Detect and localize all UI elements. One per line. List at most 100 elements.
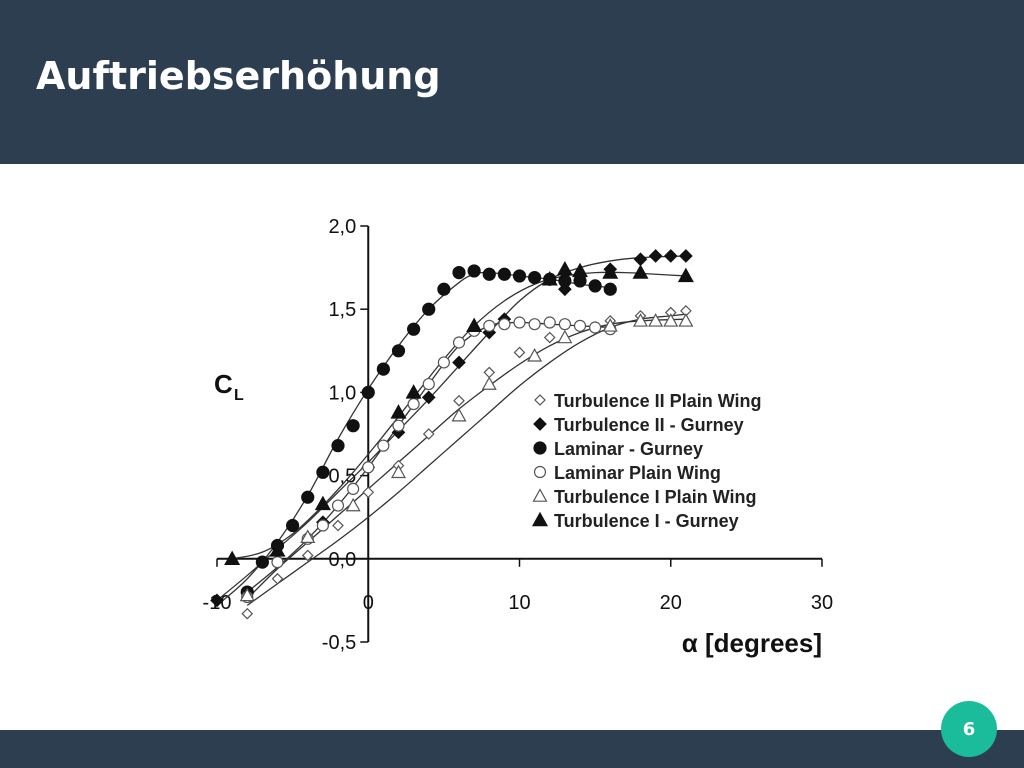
series-1-point <box>679 249 693 263</box>
series-2-point <box>528 270 542 285</box>
series-4-point <box>678 313 694 327</box>
series-4-point <box>239 587 255 602</box>
x-axis-label: α [degrees] <box>682 628 822 658</box>
x-tick-label: 30 <box>811 592 833 614</box>
series-2-point <box>467 264 481 278</box>
slide-header: Auftriebserhöhung <box>0 0 1024 164</box>
series-3-point <box>316 519 329 532</box>
series-2-point <box>331 439 345 453</box>
series-3-point <box>558 318 571 331</box>
series-1-point <box>421 390 436 405</box>
series-4-point <box>602 318 618 332</box>
series-0-point <box>513 346 526 359</box>
series-2-point <box>588 279 602 293</box>
series-4-point <box>390 464 407 479</box>
series-3-point <box>498 318 511 331</box>
legend-entry: Laminar Plain Wing <box>554 463 721 483</box>
series-3-point <box>331 499 345 512</box>
series-5-point <box>466 317 483 333</box>
series-3-point <box>347 482 360 496</box>
series-0-point <box>362 486 375 499</box>
y-tick-label: 0,0 <box>328 549 356 571</box>
series-4-point <box>632 313 649 327</box>
x-tick-label: 0 <box>363 592 374 614</box>
series-2-point <box>391 344 406 358</box>
series-0-point <box>332 519 344 532</box>
legend-marker <box>533 417 547 431</box>
legend-marker <box>533 441 547 455</box>
series-3-point <box>483 319 496 332</box>
legend-entry: Turbulence I - Gurney <box>554 511 739 531</box>
y-tick-label: 1,0 <box>328 382 356 404</box>
series-3-point <box>543 316 556 329</box>
series-3-point <box>573 319 587 332</box>
series-4-point <box>663 313 679 327</box>
series-0-point <box>422 428 435 440</box>
series-0-point <box>543 331 556 344</box>
legend-entry: Laminar - Gurney <box>554 439 703 459</box>
series-3-point <box>513 316 526 329</box>
series-0-point <box>483 366 496 379</box>
series-5-point <box>632 264 649 279</box>
series-3-point <box>437 356 450 369</box>
lift-coefficient-chart: -0,50,00,51,01,52,0-100102030CLα [degree… <box>182 200 844 668</box>
y-tick-label: 1,5 <box>328 299 356 321</box>
series-2-point <box>558 274 572 288</box>
y-axis-label-subscript: L <box>234 387 244 404</box>
series-2-point <box>376 362 390 376</box>
legend-marker <box>534 394 546 406</box>
y-axis-label: C <box>214 369 233 399</box>
y-tick-label: -0,5 <box>322 632 356 654</box>
series-3-point <box>362 461 375 474</box>
series-2-point <box>603 282 617 296</box>
series-4-point <box>557 329 573 344</box>
chart-svg: -0,50,00,51,01,52,0-100102030CLα [degree… <box>203 216 834 658</box>
series-4-point <box>481 376 497 390</box>
series-2-point <box>346 419 360 433</box>
slide-footer <box>0 730 1024 768</box>
series-4-point <box>648 313 664 327</box>
series-5-point <box>541 271 558 286</box>
series-1-fit-line <box>216 255 686 601</box>
series-1-point <box>210 593 224 608</box>
series-5-point <box>571 262 589 278</box>
x-tick-label: 10 <box>508 592 530 614</box>
series-5-point <box>405 384 422 399</box>
series-2-point <box>286 518 300 533</box>
series-2-point <box>361 385 375 399</box>
page-number-badge: 6 <box>941 701 997 757</box>
series-4-point <box>300 529 316 543</box>
series-5-point <box>390 404 407 419</box>
series-2-point <box>452 265 466 280</box>
series-5-point <box>556 261 573 276</box>
series-2-point <box>407 322 421 336</box>
series-4-point <box>345 497 361 512</box>
series-3-point <box>422 377 435 391</box>
series-3-point <box>377 439 390 452</box>
legend-entry: Turbulence I Plain Wing <box>554 487 757 507</box>
series-0-point <box>453 394 465 407</box>
series-0-point <box>301 549 314 562</box>
series-5-point <box>677 267 694 283</box>
series-1-point <box>452 355 466 370</box>
series-3-point <box>452 336 466 349</box>
series-2-point <box>482 267 496 281</box>
series-5-point <box>314 495 331 511</box>
series-1-point <box>633 252 648 267</box>
series-5-point <box>602 264 619 279</box>
x-tick-label: 20 <box>660 592 682 614</box>
series-2-point <box>301 490 315 504</box>
series-2-point <box>316 465 330 479</box>
legend-entry: Turbulence II Plain Wing <box>554 391 762 411</box>
series-2-point <box>497 267 511 281</box>
series-5-point <box>224 550 241 565</box>
series-2-point <box>422 302 436 316</box>
series-0-point <box>271 572 284 585</box>
series-3-point <box>271 556 284 569</box>
series-5-point <box>269 542 286 557</box>
legend-marker <box>532 488 548 502</box>
series-1-point <box>648 249 663 263</box>
series-3-point <box>392 419 405 432</box>
legend-entry: Turbulence II - Gurney <box>554 415 744 435</box>
series-0-point <box>241 607 254 620</box>
